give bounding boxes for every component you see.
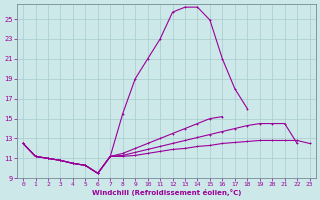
X-axis label: Windchill (Refroidissement éolien,°C): Windchill (Refroidissement éolien,°C) [92, 189, 241, 196]
